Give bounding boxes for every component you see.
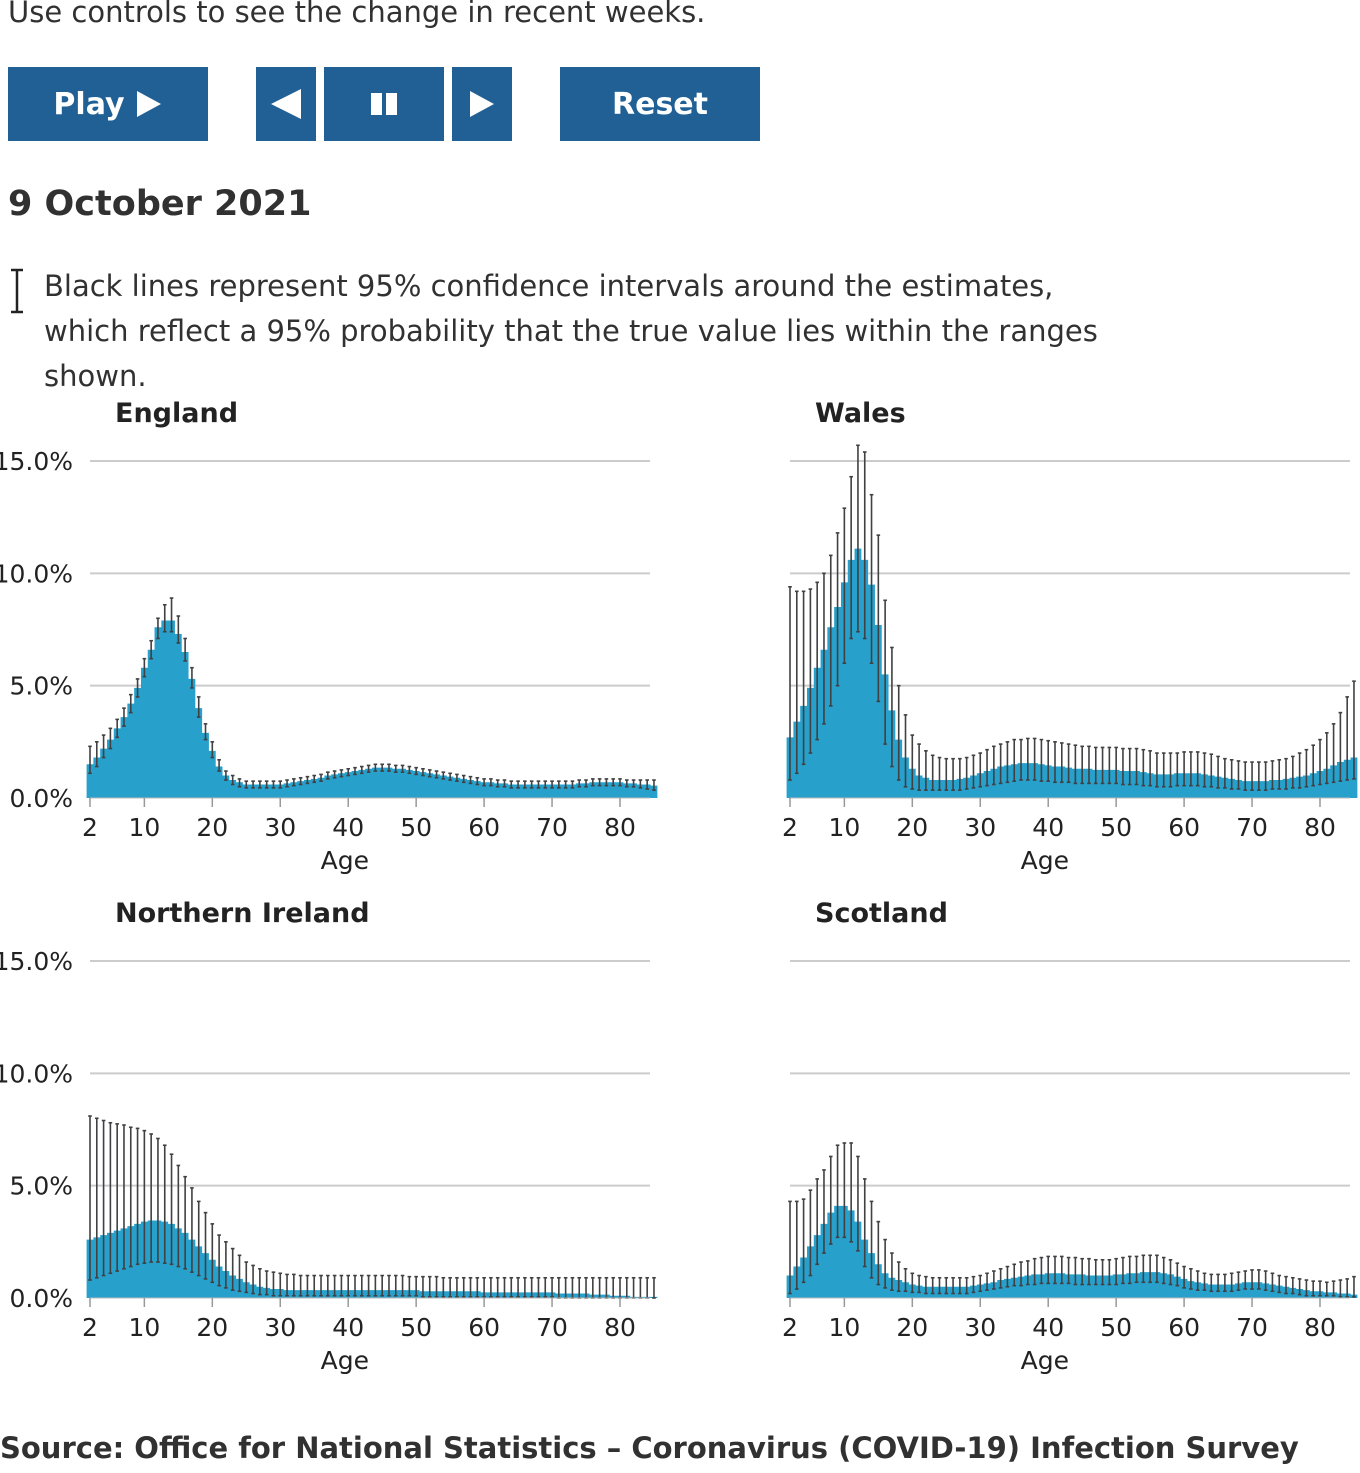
small-multiples-chart: England 0.0% 5.0% 10.0% 15.0% 2 10 20 30 40 50 60 70… [0,398,1358,1375]
pause-icon [371,93,397,115]
x-tick-label: 10 [128,813,160,842]
intro-text: Use controls to see the change in recent… [8,0,706,29]
x-axis-label: Age [321,1346,369,1375]
y-tick-label: 10.0% [0,559,73,588]
chart-panel-wales: Wales 2 10 20 30 40 50 60 70 80 Age [782,398,1358,875]
x-tick-label: 2 [82,1313,98,1342]
x-tick-label: 40 [332,813,364,842]
x-tick-label: 70 [536,1313,568,1342]
current-date-heading: 9 October 2021 [8,184,312,224]
y-tick-label: 5.0% [9,1172,73,1201]
x-tick-label: 2 [782,1313,798,1342]
estimate-area [786,548,1358,798]
x-tick-label: 70 [536,813,568,842]
x-tick-label: 10 [828,1313,860,1342]
reset-label: Reset [612,86,708,122]
confidence-interval-note: Black lines represent 95% confidence int… [8,264,1128,399]
x-axis-label: Age [1021,1346,1069,1375]
x-tick-label: 2 [82,813,98,842]
triangle-left-icon [271,89,301,119]
chart-title: England [115,398,238,429]
x-tick-label: 30 [264,813,296,842]
triangle-right-icon [136,91,161,117]
x-tick-label: 60 [1168,1313,1200,1342]
x-tick-label: 60 [468,813,500,842]
x-tick-label: 10 [128,1313,160,1342]
x-tick-label: 70 [1236,813,1268,842]
x-tick-label: 80 [604,813,636,842]
x-tick-label: 70 [1236,1313,1268,1342]
x-tick-label: 80 [604,1313,636,1342]
confidence-interval-text: Black lines represent 95% confidence int… [44,269,1098,393]
x-tick-label: 20 [896,813,928,842]
play-button[interactable]: Play [8,67,208,141]
x-tick-label: 2 [782,813,798,842]
x-tick-label: 50 [1100,1313,1132,1342]
chart-panel-scotland: Scotland 2 10 20 30 40 50 60 70 80 Age [782,898,1358,1375]
chart-panel-england: England 0.0% 5.0% 10.0% 15.0% 2 10 20 30 40 50 60 70… [0,398,658,875]
x-tick-label: 50 [400,1313,432,1342]
play-label: Play [53,86,125,122]
y-tick-label: 15.0% [0,947,73,976]
x-tick-label: 30 [964,1313,996,1342]
x-tick-label: 80 [1304,1313,1336,1342]
chart-title: Wales [815,398,906,429]
pause-button[interactable] [324,67,444,141]
x-tick-label: 40 [332,1313,364,1342]
x-tick-label: 50 [400,813,432,842]
x-tick-label: 30 [964,813,996,842]
reset-button[interactable]: Reset [560,67,760,141]
estimate-area [86,620,658,798]
x-tick-label: 20 [196,813,228,842]
chart-panel-northern-ireland: Northern Ireland 0.0% 5.0% 10.0% 15.0% 2 10 20 3… [0,898,658,1375]
x-tick-label: 60 [1168,813,1200,842]
x-tick-label: 50 [1100,813,1132,842]
source-note: Source: Office for National Statistics –… [0,1431,1299,1465]
y-tick-label: 5.0% [9,672,73,701]
x-tick-label: 20 [896,1313,928,1342]
x-tick-label: 20 [196,1313,228,1342]
next-button[interactable] [452,67,512,141]
y-tick-label: 15.0% [0,447,73,476]
chart-title: Scotland [815,898,948,929]
triangle-right-icon [470,91,494,117]
previous-button[interactable] [256,67,316,141]
x-tick-label: 40 [1032,1313,1064,1342]
x-axis-label: Age [1021,846,1069,875]
y-tick-label: 10.0% [0,1059,73,1088]
x-axis-label: Age [321,846,369,875]
x-tick-label: 60 [468,1313,500,1342]
x-tick-label: 10 [828,813,860,842]
x-tick-label: 80 [1304,813,1336,842]
x-tick-label: 30 [264,1313,296,1342]
chart-title: Northern Ireland [115,898,370,929]
estimate-area [86,1220,658,1298]
y-tick-label: 0.0% [9,784,73,813]
y-tick-label: 0.0% [9,1284,73,1313]
x-tick-label: 40 [1032,813,1064,842]
confidence-interval-icon [11,268,23,314]
